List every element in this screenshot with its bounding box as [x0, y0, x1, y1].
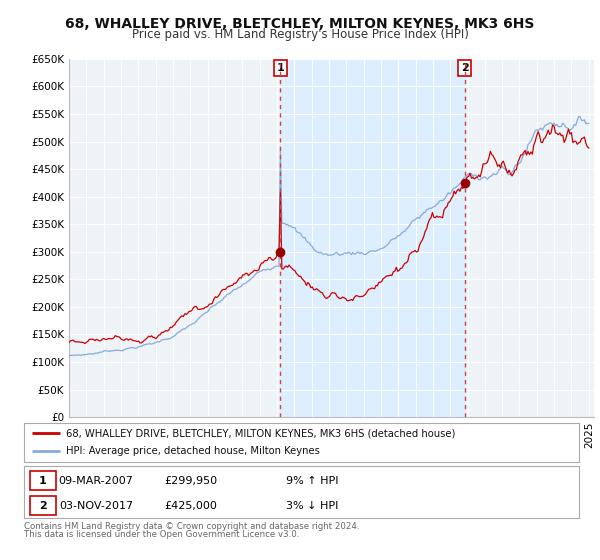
Text: 68, WHALLEY DRIVE, BLETCHLEY, MILTON KEYNES, MK3 6HS: 68, WHALLEY DRIVE, BLETCHLEY, MILTON KEY… [65, 17, 535, 31]
Text: Price paid vs. HM Land Registry's House Price Index (HPI): Price paid vs. HM Land Registry's House … [131, 28, 469, 41]
Text: 3% ↓ HPI: 3% ↓ HPI [286, 501, 339, 511]
Text: £299,950: £299,950 [164, 475, 217, 486]
Bar [280, 59, 465, 417]
FancyBboxPatch shape [29, 471, 56, 490]
Text: 09-MAR-2007: 09-MAR-2007 [59, 475, 134, 486]
Text: Contains HM Land Registry data © Crown copyright and database right 2024.: Contains HM Land Registry data © Crown c… [24, 522, 359, 531]
Text: This data is licensed under the Open Government Licence v3.0.: This data is licensed under the Open Gov… [24, 530, 299, 539]
Text: 68, WHALLEY DRIVE, BLETCHLEY, MILTON KEYNES, MK3 6HS (detached house): 68, WHALLEY DRIVE, BLETCHLEY, MILTON KEY… [65, 428, 455, 438]
Text: 1: 1 [39, 475, 47, 486]
Text: £425,000: £425,000 [164, 501, 217, 511]
FancyBboxPatch shape [29, 496, 56, 515]
Text: 9% ↑ HPI: 9% ↑ HPI [286, 475, 339, 486]
Text: HPI: Average price, detached house, Milton Keynes: HPI: Average price, detached house, Milt… [65, 446, 320, 456]
Text: 2: 2 [461, 63, 469, 73]
Text: 1: 1 [277, 63, 284, 73]
Text: 2: 2 [39, 501, 47, 511]
Text: 03-NOV-2017: 03-NOV-2017 [59, 501, 133, 511]
